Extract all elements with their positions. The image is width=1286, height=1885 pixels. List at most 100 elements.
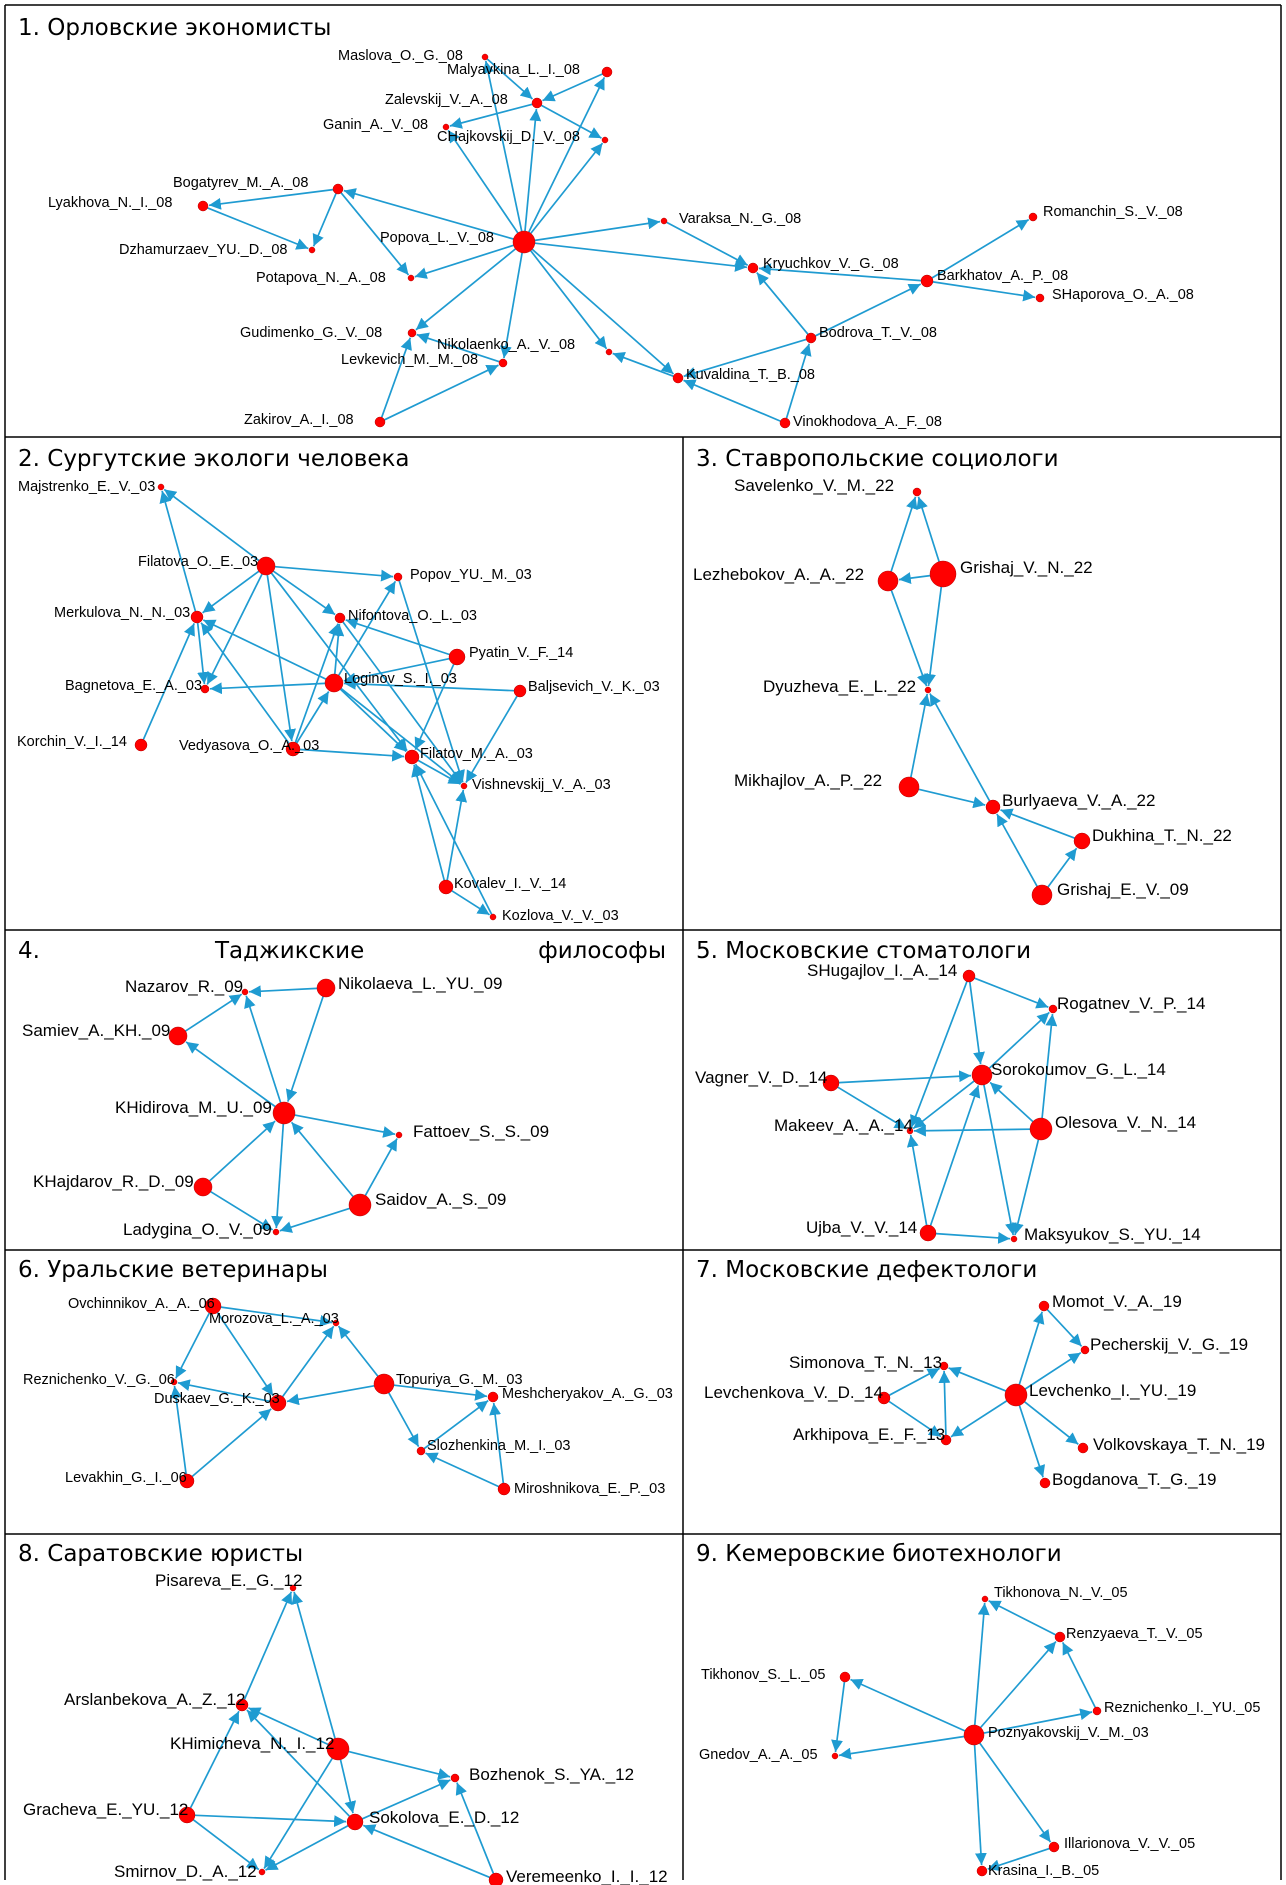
- node-label-shugajlov: SHugajlov_I._A._14: [807, 961, 957, 980]
- node-label-filatov: Filatov_M._A._03: [420, 746, 533, 762]
- node-label-majstrenko: Majstrenko_E._V._03: [18, 479, 155, 495]
- edge-kovalev-kozlova: [451, 890, 491, 916]
- edge-mikhajlov-dyuzheva: [910, 693, 931, 778]
- node-bodrova: [805, 332, 817, 344]
- edge-popova-kryuchkov: [534, 242, 748, 272]
- node-vinokhodova: [779, 417, 791, 429]
- node-label-levakhin: Levakhin_G._I._06: [65, 1470, 187, 1486]
- edge-levakhin-reznichenkov: [170, 1385, 187, 1475]
- panel-title: 3. Ставропольские социологи: [696, 446, 1059, 472]
- edge-duskaev-reznichenkov: [177, 1379, 271, 1403]
- node-label-ganin: Ganin_A._V._08: [323, 117, 428, 133]
- edge-bogatyrev-potapova: [340, 192, 410, 276]
- node-label-lyakhova: Lyakhova_N._I._08: [48, 195, 172, 211]
- node-illarionova: [1048, 1841, 1060, 1853]
- node-maslova: [481, 53, 489, 61]
- edge-barkhatov-kryuchkov: [758, 263, 922, 282]
- node-malyavkina: [601, 66, 613, 78]
- node-label-fattoev: Fattoev_S._S._09: [413, 1122, 549, 1141]
- node-label-korchin: Korchin_V._I._14: [17, 734, 127, 750]
- node-nikolaeva: [316, 978, 336, 998]
- edge-loginov-merkulova: [202, 619, 327, 680]
- edge-barkhatov-romanchin: [931, 218, 1030, 279]
- node-label-renzyaeva: Renzyaeva_T._V._05: [1066, 1626, 1203, 1642]
- node-label-kovalev: Kovalev_I._V._14: [454, 876, 566, 892]
- node-label-vagner: Vagner_V._D._14: [695, 1068, 827, 1087]
- edge-levchenko-simonova: [948, 1366, 1007, 1392]
- edge-khidirova-nazarov: [244, 995, 282, 1103]
- edge-popova-bogatyrev: [343, 188, 514, 240]
- edge-zalevskij-chajkovskij: [540, 104, 602, 139]
- edge-dukhina-burlyaeva: [1000, 808, 1075, 839]
- edge-khimicheva-smirnov: [263, 1757, 333, 1870]
- node-label-levkevich: Levkevich_M._M._08: [341, 352, 478, 368]
- node-momot: [1038, 1300, 1050, 1312]
- node-label-bozhenok: Bozhenok_S._YA._12: [469, 1765, 634, 1784]
- node-nifontova: [334, 612, 346, 624]
- node-label-reznichenkov: Reznichenko_V._G._06: [23, 1372, 175, 1388]
- node-kovalev: [438, 879, 454, 895]
- node-mikhajlov: [898, 776, 920, 798]
- node-filatova: [256, 556, 276, 576]
- edge-popova-ganin: [447, 129, 519, 234]
- node-popova: [512, 230, 536, 254]
- node-veremeenko: [488, 1872, 504, 1885]
- node-bozhenok: [450, 1773, 460, 1783]
- edge-vedyasova-filatov: [299, 748, 405, 762]
- edge-merkulova-bagnetova: [196, 622, 210, 685]
- edge-levchenko-arkhipova: [950, 1400, 1008, 1438]
- node-sorokoumov: [971, 1064, 993, 1086]
- edge-loginov-popov: [337, 580, 397, 676]
- edge-miroshnikova-meshcheryakov: [489, 1402, 505, 1484]
- node-label-saidov: Saidov_A._S._09: [375, 1190, 506, 1209]
- edge-levkevich-gudimenko: [416, 332, 500, 363]
- node-label-pyatin: Pyatin_V._F._14: [469, 645, 573, 661]
- node-label-volkovskaya: Volkovskaya_T._N._19: [1093, 1435, 1265, 1454]
- edge-loginov-vishnevskij: [340, 687, 462, 785]
- edge-ovchinnikov-duskaev: [216, 1312, 274, 1396]
- node-zalevskij: [531, 97, 543, 109]
- node-label-levchenko: Levchenko_I._YU._19: [1029, 1381, 1196, 1400]
- node-label-varaksa: Varaksa_N._G._08: [679, 211, 801, 227]
- node-popov: [393, 572, 403, 582]
- edge-levchenko-bogdanova: [1018, 1405, 1046, 1478]
- node-label-khimicheva: KHimicheva_N._I._12: [170, 1734, 334, 1753]
- node-renzyaeva: [1054, 1631, 1066, 1643]
- node-label-topuriya: Topuriya_G._M._03: [396, 1372, 523, 1388]
- node-label-maksyukov: Maksyukov_S._YU._14: [1024, 1225, 1201, 1244]
- node-volkovskaya: [1077, 1442, 1089, 1454]
- node-label-pecherskij: Pecherskij_V._G._19: [1090, 1335, 1248, 1354]
- edge-bodrova-barkhatov: [815, 283, 922, 337]
- node-label-arslanbekova: Arslanbekova_A._Z._12: [64, 1690, 245, 1709]
- edge-kovalev-vishnevskij: [446, 789, 468, 881]
- edge-bogatyrev-dzhamurzaev: [312, 193, 337, 247]
- node-label-tikhonova: Tikhonova_N._V._05: [994, 1585, 1128, 1601]
- network-nodes: [134, 53, 1102, 1885]
- edge-levchenkova-simonova: [888, 1367, 940, 1396]
- node-grishajev: [1031, 884, 1053, 906]
- node-label-bogdanova: Bogdanova_T._G._19: [1052, 1470, 1216, 1489]
- node-vedyasova: [285, 741, 301, 757]
- node-label-nifontova: Nifontova_O._L._03: [348, 608, 477, 624]
- edge-vagner-makeev: [837, 1086, 908, 1130]
- edge-slozhenkina-meshcheryakov: [423, 1399, 489, 1450]
- node-gnedov: [831, 1752, 839, 1760]
- node-label-kryuchkov: Kryuchkov_V._G._08: [763, 256, 899, 272]
- node-tikhonova: [981, 1595, 989, 1603]
- node-label-khidirova: KHidirova_M._U._09: [115, 1098, 272, 1117]
- edge-poznyakovskij-renzyaeva: [979, 1640, 1057, 1729]
- node-label-olesova: Olesova_V._N._14: [1055, 1113, 1196, 1132]
- node-label-rogatnev: Rogatnev_V._P._14: [1057, 994, 1205, 1013]
- edge-olesova-makeev: [913, 1124, 1031, 1137]
- node-khajdarov: [193, 1177, 213, 1197]
- node-bagnetova: [200, 684, 210, 694]
- edge-vagner-sorokoumov: [838, 1070, 972, 1084]
- edge-grishajev-burlyaeva: [996, 813, 1038, 887]
- edge-saidov-khidirova: [290, 1121, 354, 1198]
- node-reznichenkov: [170, 1378, 178, 1386]
- node-saidov: [348, 1193, 372, 1217]
- panel-title: 8. Саратовские юристы: [18, 1541, 303, 1567]
- edge-arslanbekova-pisareva: [243, 1591, 293, 1700]
- node-zakirov: [374, 416, 386, 428]
